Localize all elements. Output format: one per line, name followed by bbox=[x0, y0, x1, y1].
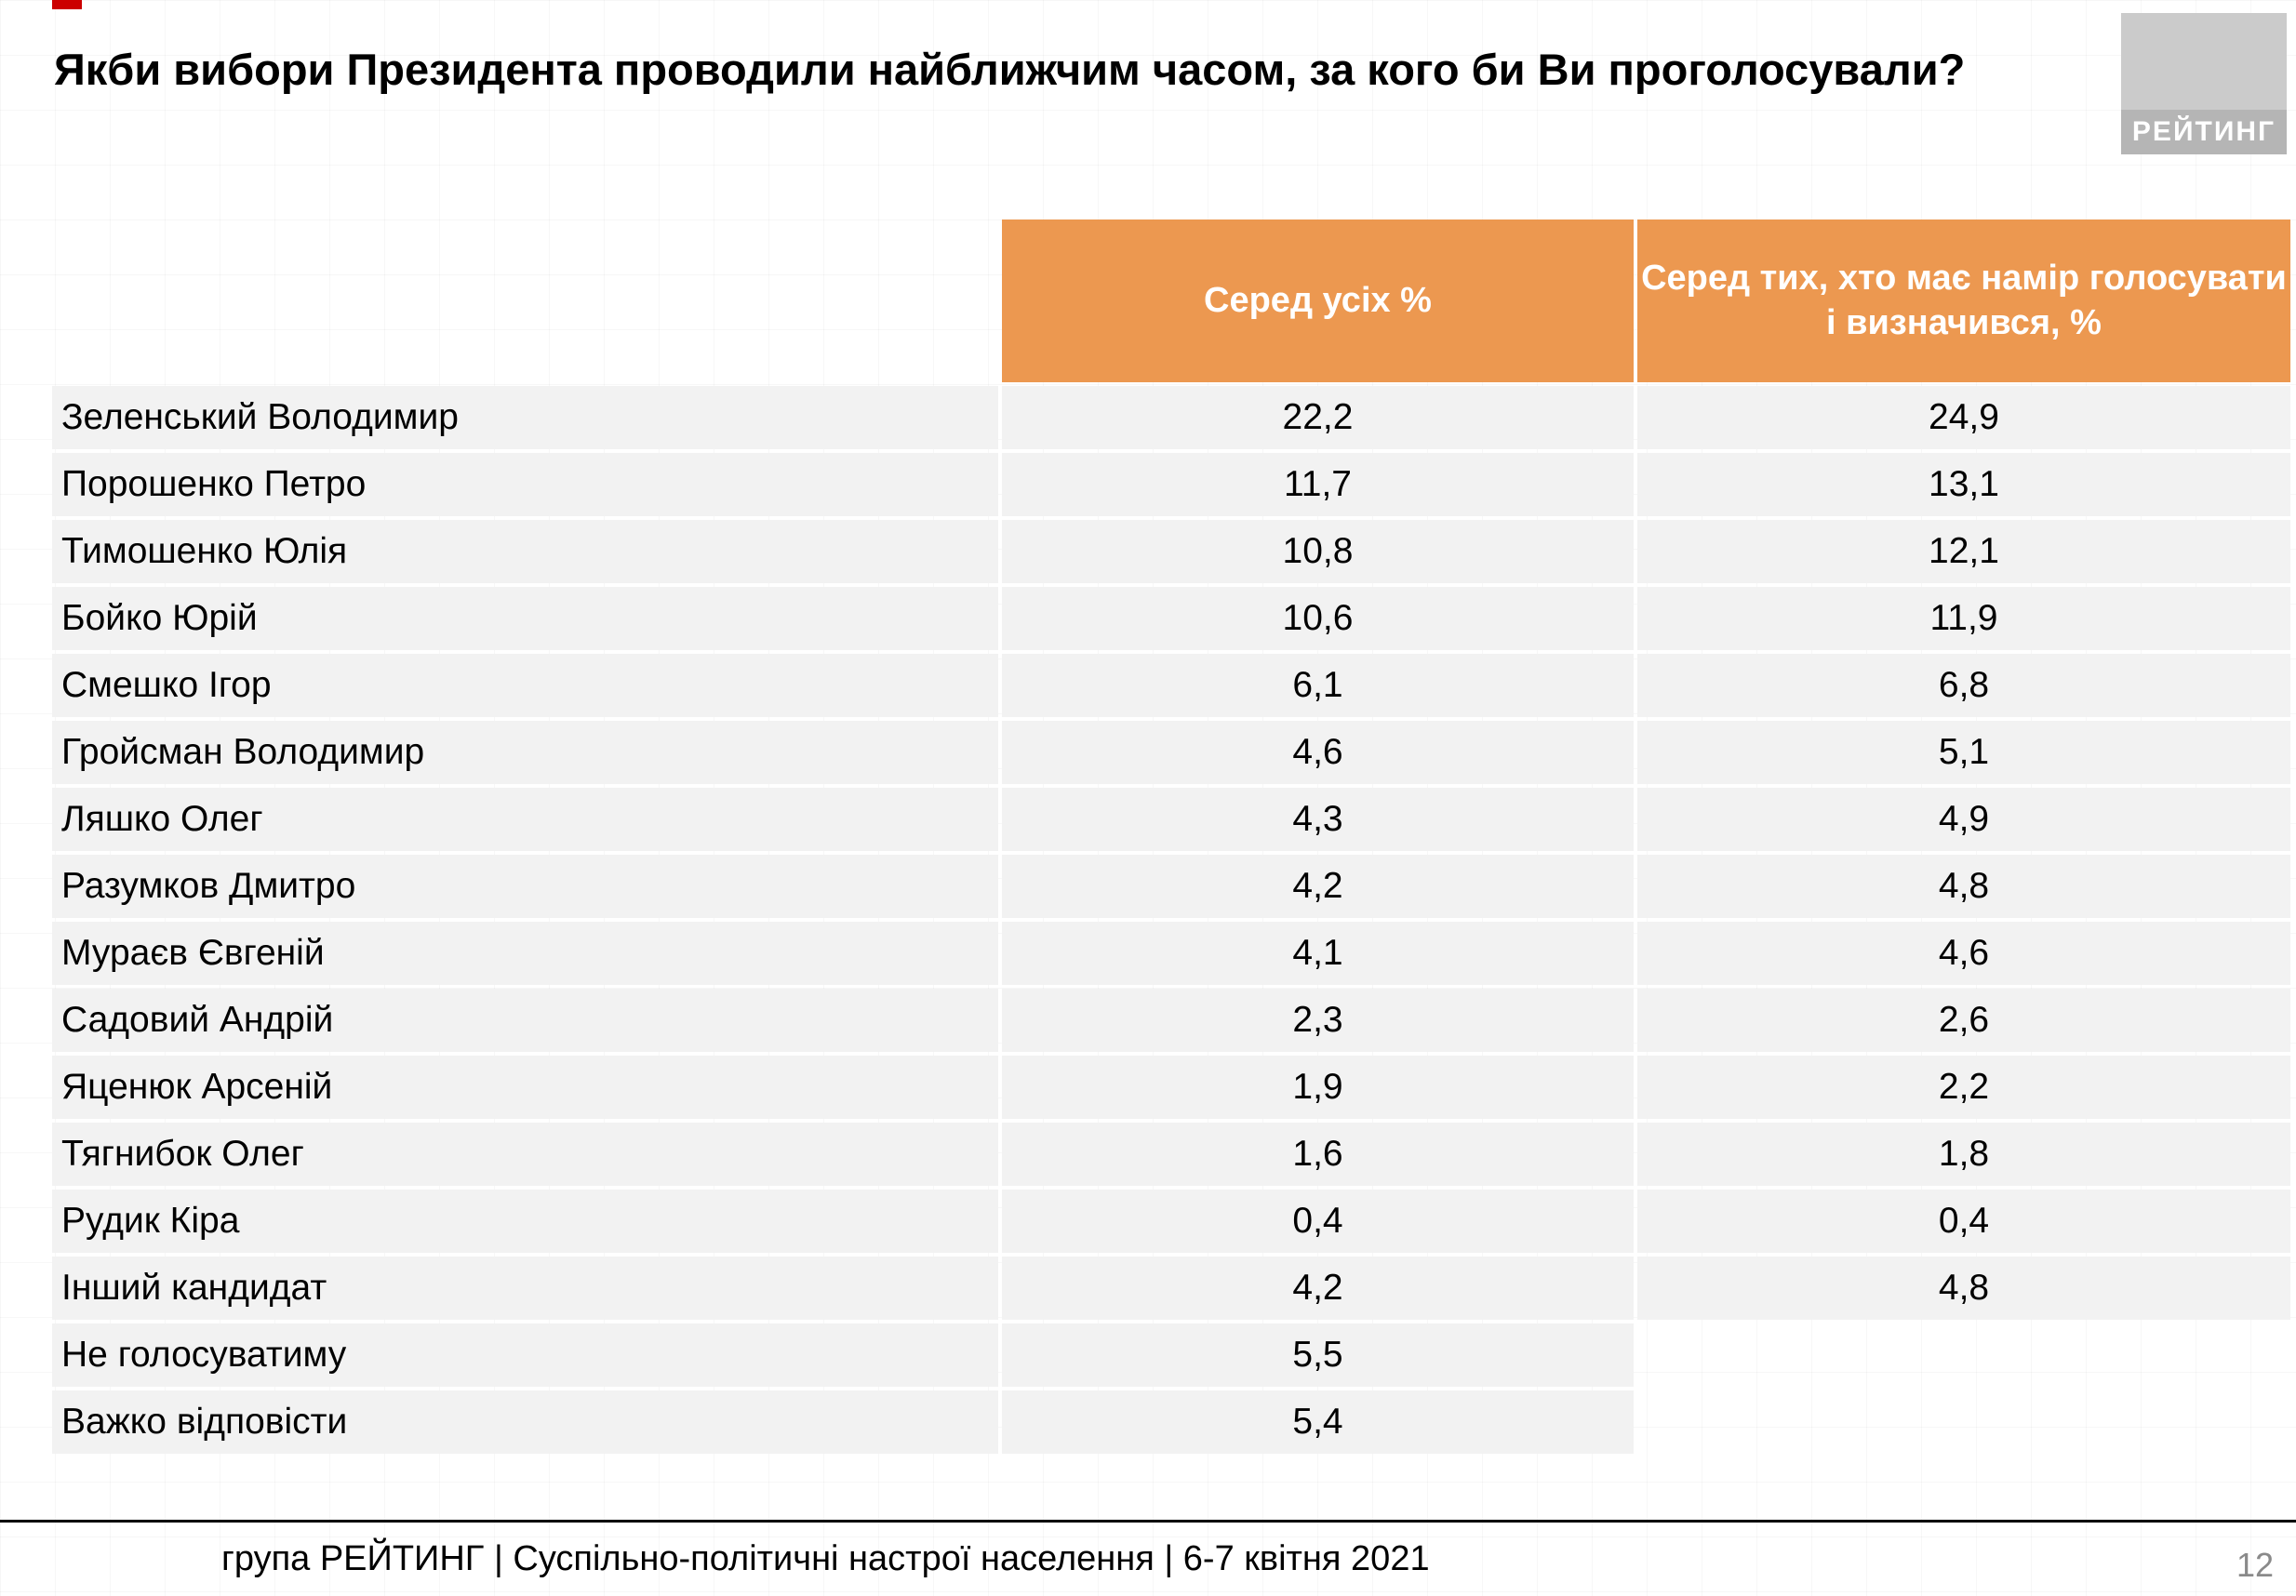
value-all: 4,2 bbox=[1002, 1257, 1634, 1320]
candidate-name: Тягнибок Олег bbox=[52, 1123, 998, 1186]
value-decided: 13,1 bbox=[1637, 453, 2290, 516]
table-row: Не голосуватиму 5,5 bbox=[52, 1323, 2290, 1387]
value-all: 4,3 bbox=[1002, 788, 1634, 851]
table-row: Рудик Кіра 0,4 0,4 bbox=[52, 1190, 2290, 1253]
footer-text: група РЕЙТИНГ | Суспільно-політичні наст… bbox=[221, 1539, 1430, 1578]
table-row: Разумков Дмитро 4,2 4,8 bbox=[52, 855, 2290, 918]
table-body: Зеленський Володимир 22,2 24,9 Порошенко… bbox=[52, 386, 2290, 1454]
candidate-name: Ляшко Олег bbox=[52, 788, 998, 851]
table-row: Тягнибок Олег 1,6 1,8 bbox=[52, 1123, 2290, 1186]
value-decided: 6,8 bbox=[1637, 654, 2290, 717]
value-all: 0,4 bbox=[1002, 1190, 1634, 1253]
column-header-all: Серед усіх % bbox=[1002, 219, 1634, 382]
candidate-name: Зеленський Володимир bbox=[52, 386, 998, 449]
rating-logo: РЕЙТИНГ bbox=[2121, 13, 2287, 154]
value-all: 2,3 bbox=[1002, 989, 1634, 1052]
table-row: Бойко Юрій 10,6 11,9 bbox=[52, 587, 2290, 650]
candidate-name: Важко відповісти bbox=[52, 1390, 998, 1454]
table-row: Порошенко Петро 11,7 13,1 bbox=[52, 453, 2290, 516]
value-decided: 5,1 bbox=[1637, 721, 2290, 784]
table-row: Ляшко Олег 4,3 4,9 bbox=[52, 788, 2290, 851]
value-decided: 4,9 bbox=[1637, 788, 2290, 851]
candidate-name: Рудик Кіра bbox=[52, 1190, 998, 1253]
value-all: 11,7 bbox=[1002, 453, 1634, 516]
value-decided: 24,9 bbox=[1637, 386, 2290, 449]
value-all: 4,6 bbox=[1002, 721, 1634, 784]
value-all: 1,6 bbox=[1002, 1123, 1634, 1186]
table-header-row: Серед усіх % Серед тих, хто має намір го… bbox=[52, 219, 2290, 382]
table-row: Садовий Андрій 2,3 2,6 bbox=[52, 989, 2290, 1052]
table-row: Інший кандидат 4,2 4,8 bbox=[52, 1257, 2290, 1320]
candidate-name: Мураєв Євгеній bbox=[52, 922, 998, 985]
value-decided: 2,6 bbox=[1637, 989, 2290, 1052]
candidate-name: Порошенко Петро bbox=[52, 453, 998, 516]
poll-table: Серед усіх % Серед тих, хто має намір го… bbox=[52, 219, 2290, 1457]
value-decided: 0,4 bbox=[1637, 1190, 2290, 1253]
value-decided bbox=[1637, 1323, 2290, 1387]
page-title: Якби вибори Президента проводили найближ… bbox=[54, 45, 1966, 94]
candidate-name: Бойко Юрій bbox=[52, 587, 998, 650]
value-all: 5,4 bbox=[1002, 1390, 1634, 1454]
value-all: 22,2 bbox=[1002, 386, 1634, 449]
value-decided: 2,2 bbox=[1637, 1056, 2290, 1119]
footer-divider bbox=[0, 1520, 2296, 1523]
value-all: 4,1 bbox=[1002, 922, 1634, 985]
value-decided: 4,8 bbox=[1637, 855, 2290, 918]
value-all: 5,5 bbox=[1002, 1323, 1634, 1387]
value-all: 10,6 bbox=[1002, 587, 1634, 650]
value-decided: 12,1 bbox=[1637, 520, 2290, 583]
table-row: Важко відповісти 5,4 bbox=[52, 1390, 2290, 1454]
candidate-name: Не голосуватиму bbox=[52, 1323, 998, 1387]
value-decided: 4,8 bbox=[1637, 1257, 2290, 1320]
candidate-name: Садовий Андрій bbox=[52, 989, 998, 1052]
value-decided: 4,6 bbox=[1637, 922, 2290, 985]
table-row: Гройсман Володимир 4,6 5,1 bbox=[52, 721, 2290, 784]
rating-logo-label: РЕЙТИНГ bbox=[2121, 110, 2287, 154]
red-accent-mark bbox=[52, 0, 82, 9]
table-row: Яценюк Арсеній 1,9 2,2 bbox=[52, 1056, 2290, 1119]
candidate-name: Тимошенко Юлія bbox=[52, 520, 998, 583]
value-all: 6,1 bbox=[1002, 654, 1634, 717]
header-spacer bbox=[52, 219, 998, 382]
table-row: Тимошенко Юлія 10,8 12,1 bbox=[52, 520, 2290, 583]
column-header-decided: Серед тих, хто має намір голосувати і ви… bbox=[1637, 219, 2290, 382]
value-decided: 11,9 bbox=[1637, 587, 2290, 650]
value-all: 1,9 bbox=[1002, 1056, 1634, 1119]
candidate-name: Інший кандидат bbox=[52, 1257, 998, 1320]
table-row: Мураєв Євгеній 4,1 4,6 bbox=[52, 922, 2290, 985]
candidate-name: Гройсман Володимир bbox=[52, 721, 998, 784]
value-decided: 1,8 bbox=[1637, 1123, 2290, 1186]
candidate-name: Смешко Ігор bbox=[52, 654, 998, 717]
candidate-name: Яценюк Арсеній bbox=[52, 1056, 998, 1119]
value-all: 10,8 bbox=[1002, 520, 1634, 583]
table-row: Смешко Ігор 6,1 6,8 bbox=[52, 654, 2290, 717]
value-all: 4,2 bbox=[1002, 855, 1634, 918]
candidate-name: Разумков Дмитро bbox=[52, 855, 998, 918]
page-number: 12 bbox=[2236, 1546, 2274, 1584]
value-decided bbox=[1637, 1390, 2290, 1454]
table-row: Зеленський Володимир 22,2 24,9 bbox=[52, 386, 2290, 449]
